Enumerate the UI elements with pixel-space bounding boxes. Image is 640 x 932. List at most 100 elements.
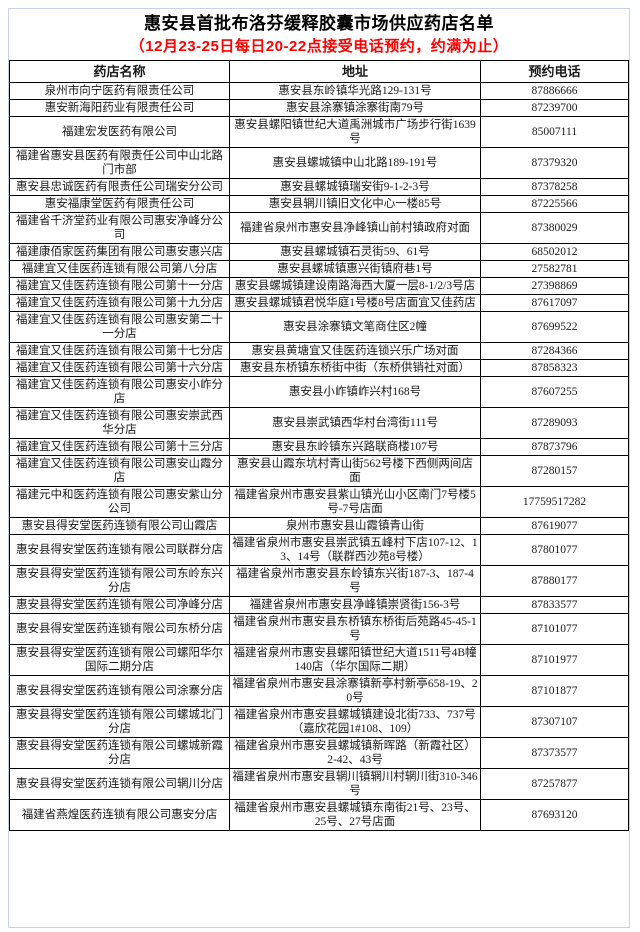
address-cell: 惠安县山霞东坑村青山街562号楼下西侧两间店面 [229,455,481,487]
phone-cell: 87101977 [480,644,629,676]
pharmacy-name-cell: 惠安县得安堂医药连锁有限公司净峰分店 [9,596,230,614]
phone-cell: 87239700 [480,99,629,117]
pharmacy-name-cell: 福建宜又佳医药连锁有限公司第十六分店 [9,359,230,377]
address-cell: 惠安县小岞镇岞兴村168号 [229,376,481,408]
address-cell: 惠安县螺城镇中山北路189-191号 [229,147,481,179]
address-cell: 福建省泉州市惠安县东岭镇东兴街187-3、187-4号 [229,565,481,597]
pharmacy-name-cell: 福建省燕煌医药连锁有限公司惠安分店 [9,799,230,831]
pharmacy-name-cell: 福建宜又佳医药连锁有限公司第十九分店 [9,294,230,312]
address-cell: 惠安县东岭镇东兴路联商楼107号 [229,438,481,456]
pharmacy-name-cell: 福建省惠安县医药有限责任公司中山北路门市部 [9,147,230,179]
address-cell: 惠安县螺城镇建设南路海西大厦一层8-1/2/3号店 [229,277,481,295]
phone-cell: 85007111 [480,116,629,148]
table-row: 惠安县忠诚医药有限责任公司瑞安分公司 惠安县螺城镇瑞安街9-1-2-3号 873… [9,178,629,196]
address-cell: 福建省泉州市惠安县紫山镇光山小区南门7号楼5号-7号店面 [229,486,481,518]
table-row: 惠安县得安堂医药连锁有限公司涂寨分店 福建省泉州市惠安县涂寨镇新亭村新亭658-… [9,675,629,707]
address-cell: 惠安县辋川镇旧文化中心一楼85号 [229,195,481,213]
pharmacy-name-cell: 惠安县得安堂医药连锁有限公司山霞店 [9,517,230,535]
table-row: 福建宜又佳医药连锁有限公司惠安第二十一分店 惠安县涂寨镇文笔商住区2幢 8769… [9,311,629,343]
pharmacy-name-cell: 惠安福康堂医药有限责任公司 [9,195,230,213]
pharmacy-name-cell: 泉州市向宁医药有限责任公司 [9,82,230,100]
address-cell: 福建省泉州市惠安县净峰镇崇贤街156-3号 [229,596,481,614]
phone-cell: 87801077 [480,534,629,566]
phone-cell: 87225566 [480,195,629,213]
phone-cell: 87886666 [480,82,629,100]
phone-cell: 87307107 [480,706,629,738]
pharmacy-name-cell: 福建宜又佳医药连锁有限公司第十三分店 [9,438,230,456]
pharmacy-name-cell: 惠安县得安堂医药连锁有限公司螺城新霞分店 [9,737,230,769]
phone-cell: 87833577 [480,596,629,614]
pharmacy-name-cell: 福建宜又佳医药连锁有限公司第十一分店 [9,277,230,295]
phone-cell: 87380029 [480,212,629,244]
pharmacy-name-cell: 福建省千济堂药业有限公司惠安净峰分公司 [9,212,230,244]
phone-cell: 87378258 [480,178,629,196]
table-row: 福建宜又佳医药连锁有限公司第十九分店 惠安县螺城镇君悦华庭1号楼8号店面宜又佳药… [9,294,629,312]
phone-cell: 87280157 [480,455,629,487]
table-row: 惠安县得安堂医药连锁有限公司联群分店 福建省泉州市惠安县崇武镇五峰村下店107-… [9,534,629,566]
address-cell: 惠安县东岭镇华光路129-131号 [229,82,481,100]
address-cell: 惠安县螺城镇君悦华庭1号楼8号店面宜又佳药店 [229,294,481,312]
table-row: 惠安福康堂医药有限责任公司 惠安县辋川镇旧文化中心一楼85号 87225566 [9,195,629,213]
pharmacy-name-cell: 福建宜又佳医药连锁有限公司惠安第二十一分店 [9,311,230,343]
phone-cell: 27582781 [480,260,629,278]
pharmacy-name-cell: 福建宏发医药有限公司 [9,116,230,148]
address-cell: 福建省泉州市惠安县净峰镇山前村镇政府对面 [229,212,481,244]
phone-cell: 87858323 [480,359,629,377]
page-title: 惠安县首批布洛芬缓释胶囊市场供应药店名单 [144,14,494,33]
address-cell: 惠安县涂寨镇涂寨街南79号 [229,99,481,117]
phone-cell: 87880177 [480,565,629,597]
table-row: 惠安县得安堂医药连锁有限公司螺阳华尔国际二期分店 福建省泉州市惠安县螺阳镇世纪大… [9,644,629,676]
table-row: 福建宜又佳医药连锁有限公司惠安崇武西华分店 惠安县崇武镇西华村台湾街111号 8… [9,407,629,439]
table-row: 福建宜又佳医药连锁有限公司惠安小岞分店 惠安县小岞镇岞兴村168号 876072… [9,376,629,408]
pharmacy-name-cell: 惠安县得安堂医药连锁有限公司辋川分店 [9,768,230,800]
phone-cell: 87699522 [480,311,629,343]
pharmacy-name-cell: 福建宜又佳医药连锁有限公司惠安崇武西华分店 [9,407,230,439]
address-cell: 惠安县涂寨镇文笔商住区2幢 [229,311,481,343]
address-cell: 泉州市惠安县山霞镇青山街 [229,517,481,535]
table-row: 福建省惠安县医药有限责任公司中山北路门市部 惠安县螺城镇中山北路189-191号… [9,147,629,179]
phone-cell: 87607255 [480,376,629,408]
table-row: 惠安县得安堂医药连锁有限公司东岭东兴分店 福建省泉州市惠安县东岭镇东兴街187-… [9,565,629,597]
table-row: 惠安县得安堂医药连锁有限公司山霞店 泉州市惠安县山霞镇青山街 87619077 [9,517,629,535]
pharmacy-name-cell: 惠安县得安堂医药连锁有限公司东桥分店 [9,613,230,645]
table-row: 惠安县得安堂医药连锁有限公司螺城北门分店 福建省泉州市惠安县螺城镇建设北街733… [9,706,629,738]
table-row: 福建元中和医药连锁有限公司惠安紫山分公司 福建省泉州市惠安县紫山镇光山小区南门7… [9,486,629,518]
table-row: 福建宜又佳医药连锁有限公司第十一分店 惠安县螺城镇建设南路海西大厦一层8-1/2… [9,277,629,295]
table-row: 惠安县得安堂医药连锁有限公司螺城新霞分店 福建省泉州市惠安县螺城镇新晖路（新霞社… [9,737,629,769]
phone-cell: 87101077 [480,613,629,645]
phone-cell: 87284366 [480,342,629,360]
address-cell: 福建省泉州市惠安县螺城镇新晖路（新霞社区）2-42、43号 [229,737,481,769]
pharmacy-name-cell: 惠安县得安堂医药连锁有限公司东岭东兴分店 [9,565,230,597]
phone-cell: 87619077 [480,517,629,535]
phone-cell: 87257877 [480,768,629,800]
table-row: 惠安县得安堂医药连锁有限公司净峰分店 福建省泉州市惠安县净峰镇崇贤街156-3号… [9,596,629,614]
table-row: 福建省燕煌医药连锁有限公司惠安分店 福建省泉州市惠安县螺城镇东南街21号、23号… [9,799,629,831]
pharmacy-name-cell: 福建宜又佳医药连锁有限公司第十七分店 [9,342,230,360]
phone-cell: 87873796 [480,438,629,456]
phone-cell: 68502012 [480,243,629,261]
address-cell: 惠安县螺阳镇世纪大道禹洲城市广场步行街1639号 [229,116,481,148]
column-header-address: 地址 [229,60,481,83]
address-cell: 惠安县螺城镇惠兴街镇府巷1号 [229,260,481,278]
page-subtitle: （12月23-25日每日20-22点接受电话预约，约满为止） [129,38,509,55]
pharmacy-name-cell: 惠安县得安堂医药连锁有限公司螺城北门分店 [9,706,230,738]
table-row: 福建宜又佳医药连锁有限公司第十七分店 惠安县黄塘宜又佳医药连锁兴乐广场对面 87… [9,342,629,360]
phone-cell: 17759517282 [480,486,629,518]
phone-cell: 87693120 [480,799,629,831]
pharmacy-name-cell: 惠安县得安堂医药连锁有限公司涂寨分店 [9,675,230,707]
table-row: 福建宏发医药有限公司 惠安县螺阳镇世纪大道禹洲城市广场步行街1639号 8500… [9,116,629,148]
pharmacy-name-cell: 福建康佰家医药集团有限公司惠安惠兴店 [9,243,230,261]
address-cell: 福建省泉州市惠安县螺阳镇世纪大道1511号4B幢140店（华尔国际二期） [229,644,481,676]
table-row: 福建宜又佳医药连锁有限公司惠安山霞分店 惠安县山霞东坑村青山街562号楼下西侧两… [9,455,629,487]
address-cell: 福建省泉州市惠安县崇武镇五峰村下店107-12、13、14号（联群西沙苑8号楼） [229,534,481,566]
table-row: 福建宜又佳医药连锁有限公司第十三分店 惠安县东岭镇东兴路联商楼107号 8787… [9,438,629,456]
address-cell: 福建省泉州市惠安县辋川镇辋川村辋川街310-346号 [229,768,481,800]
table-row: 惠安县得安堂医药连锁有限公司东桥分店 福建省泉州市惠安县东桥镇东桥街后苑路45-… [9,613,629,645]
table-row: 福建省千济堂药业有限公司惠安净峰分公司 福建省泉州市惠安县净峰镇山前村镇政府对面… [9,212,629,244]
phone-cell: 87101877 [480,675,629,707]
address-cell: 惠安县崇武镇西华村台湾街111号 [229,407,481,439]
pharmacy-table: 药店名称 地址 预约电话 泉州市向宁医药有限责任公司 惠安县东岭镇华光路129-… [9,60,629,831]
table-row: 福建宜又佳医药连锁有限公司第十六分店 惠安县东桥镇东桥街中街（东桥供销社对面） … [9,359,629,377]
column-header-phone: 预约电话 [480,60,629,83]
title-block: 惠安县首批布洛芬缓释胶囊市场供应药店名单 （12月23-25日每日20-22点接… [9,9,629,60]
